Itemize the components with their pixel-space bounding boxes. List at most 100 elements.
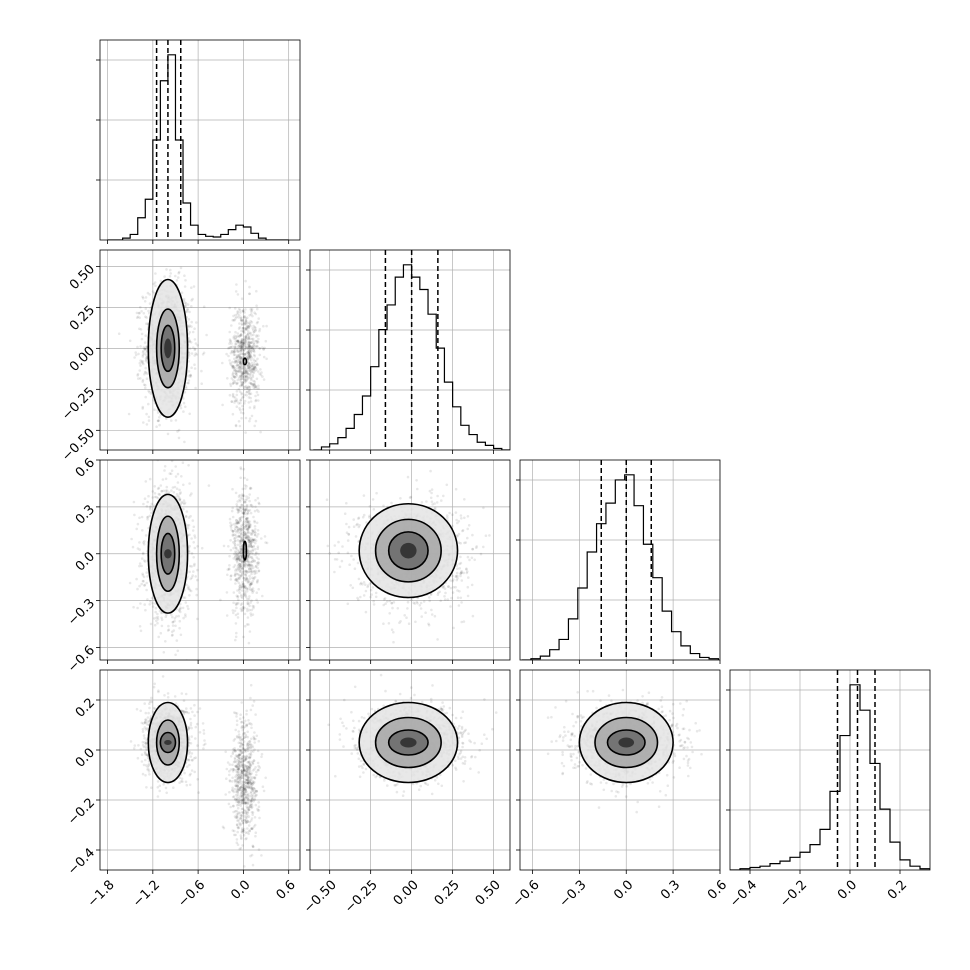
scatter-point <box>241 377 244 380</box>
scatter-point <box>240 528 243 531</box>
scatter-point <box>164 489 168 493</box>
scatter-point <box>236 520 239 524</box>
scatter-point <box>247 346 250 350</box>
scatter-point <box>238 566 242 569</box>
scatter-point <box>240 396 244 400</box>
scatter-point <box>134 351 137 354</box>
scatter-point <box>138 311 141 315</box>
scatter-point <box>241 498 244 501</box>
scatter-point <box>242 371 246 375</box>
scatter-point <box>260 537 263 540</box>
scatter-point <box>242 385 246 389</box>
scatter-point <box>191 529 195 532</box>
scatter-point <box>249 396 252 400</box>
scatter-point <box>164 615 168 619</box>
scatter-point <box>455 574 458 578</box>
scatter-point <box>239 318 243 322</box>
scatter-point <box>192 570 195 573</box>
scatter-point <box>253 405 256 408</box>
scatter-point <box>249 332 252 335</box>
scatter-point <box>459 596 463 600</box>
scatter-point <box>233 376 237 379</box>
scatter-point <box>249 371 253 374</box>
scatter-point <box>261 594 264 598</box>
scatter-point <box>187 240 190 243</box>
scatter-point <box>241 567 245 570</box>
scatter-point <box>117 332 121 336</box>
scatter-points <box>221 279 268 434</box>
scatter-point <box>242 582 245 586</box>
scatter-point <box>190 492 193 495</box>
scatter-point <box>236 535 239 539</box>
scatter-point <box>241 494 245 497</box>
scatter-point <box>239 519 242 522</box>
scatter-point <box>145 356 149 359</box>
scatter-point <box>240 549 243 552</box>
scatter-point <box>141 378 145 382</box>
scatter-point <box>244 591 247 595</box>
scatter-point <box>236 521 239 525</box>
scatter-point <box>138 361 142 365</box>
scatter-point <box>237 369 241 373</box>
scatter-point <box>141 353 145 357</box>
scatter-point <box>237 387 241 391</box>
scatter-point <box>239 334 242 337</box>
scatter-point <box>382 504 385 508</box>
scatter-point <box>249 324 252 328</box>
scatter-point <box>229 384 233 388</box>
scatter-point <box>246 565 249 568</box>
scatter-point <box>242 330 246 333</box>
scatter-point <box>251 591 254 594</box>
scatter-point <box>189 577 192 581</box>
scatter-point <box>239 551 243 554</box>
scatter-point <box>227 545 230 548</box>
scatter-point <box>234 340 237 343</box>
scatter-point <box>452 585 455 589</box>
scatter-point <box>256 563 260 566</box>
scatter-point <box>245 327 249 331</box>
scatter-point <box>460 571 464 575</box>
scatter-point <box>231 541 235 544</box>
scatter-point <box>255 580 259 583</box>
scatter-point <box>239 539 243 542</box>
scatter-point <box>232 565 236 569</box>
scatter-point <box>233 350 236 353</box>
scatter-point <box>147 389 150 393</box>
scatter-point <box>245 623 249 626</box>
scatter-point <box>250 334 253 337</box>
scatter-point <box>252 538 255 541</box>
scatter-point <box>239 547 243 551</box>
scatter-point <box>182 507 185 511</box>
scatter-point <box>236 561 239 564</box>
scatter-point <box>247 366 250 370</box>
scatter-point <box>250 563 254 567</box>
scatter-point <box>428 596 431 599</box>
scatter-point <box>236 312 239 316</box>
scatter-point <box>242 583 245 586</box>
scatter-point <box>248 540 252 544</box>
scatter-point <box>147 415 151 419</box>
scatter-point <box>252 577 255 581</box>
scatter-point <box>233 361 237 364</box>
scatter-point <box>459 574 462 578</box>
scatter-point <box>250 369 254 372</box>
scatter-point <box>246 511 249 514</box>
scatter-point <box>169 268 172 272</box>
scatter-point <box>252 358 255 361</box>
scatter-point <box>244 579 248 582</box>
scatter-point <box>257 561 261 565</box>
scatter-point <box>244 340 248 344</box>
scatter-point <box>229 363 233 366</box>
scatter-point <box>245 520 249 523</box>
scatter-point <box>237 598 240 602</box>
scatter-point <box>156 621 159 625</box>
scatter-point <box>246 559 250 562</box>
scatter-point <box>249 568 253 571</box>
scatter-point <box>247 354 250 358</box>
scatter-point <box>257 510 260 513</box>
scatter-point <box>147 419 151 422</box>
scatter-point <box>239 355 243 359</box>
scatter-point <box>180 291 184 295</box>
scatter-point <box>249 307 252 311</box>
scatter-point <box>140 310 143 313</box>
